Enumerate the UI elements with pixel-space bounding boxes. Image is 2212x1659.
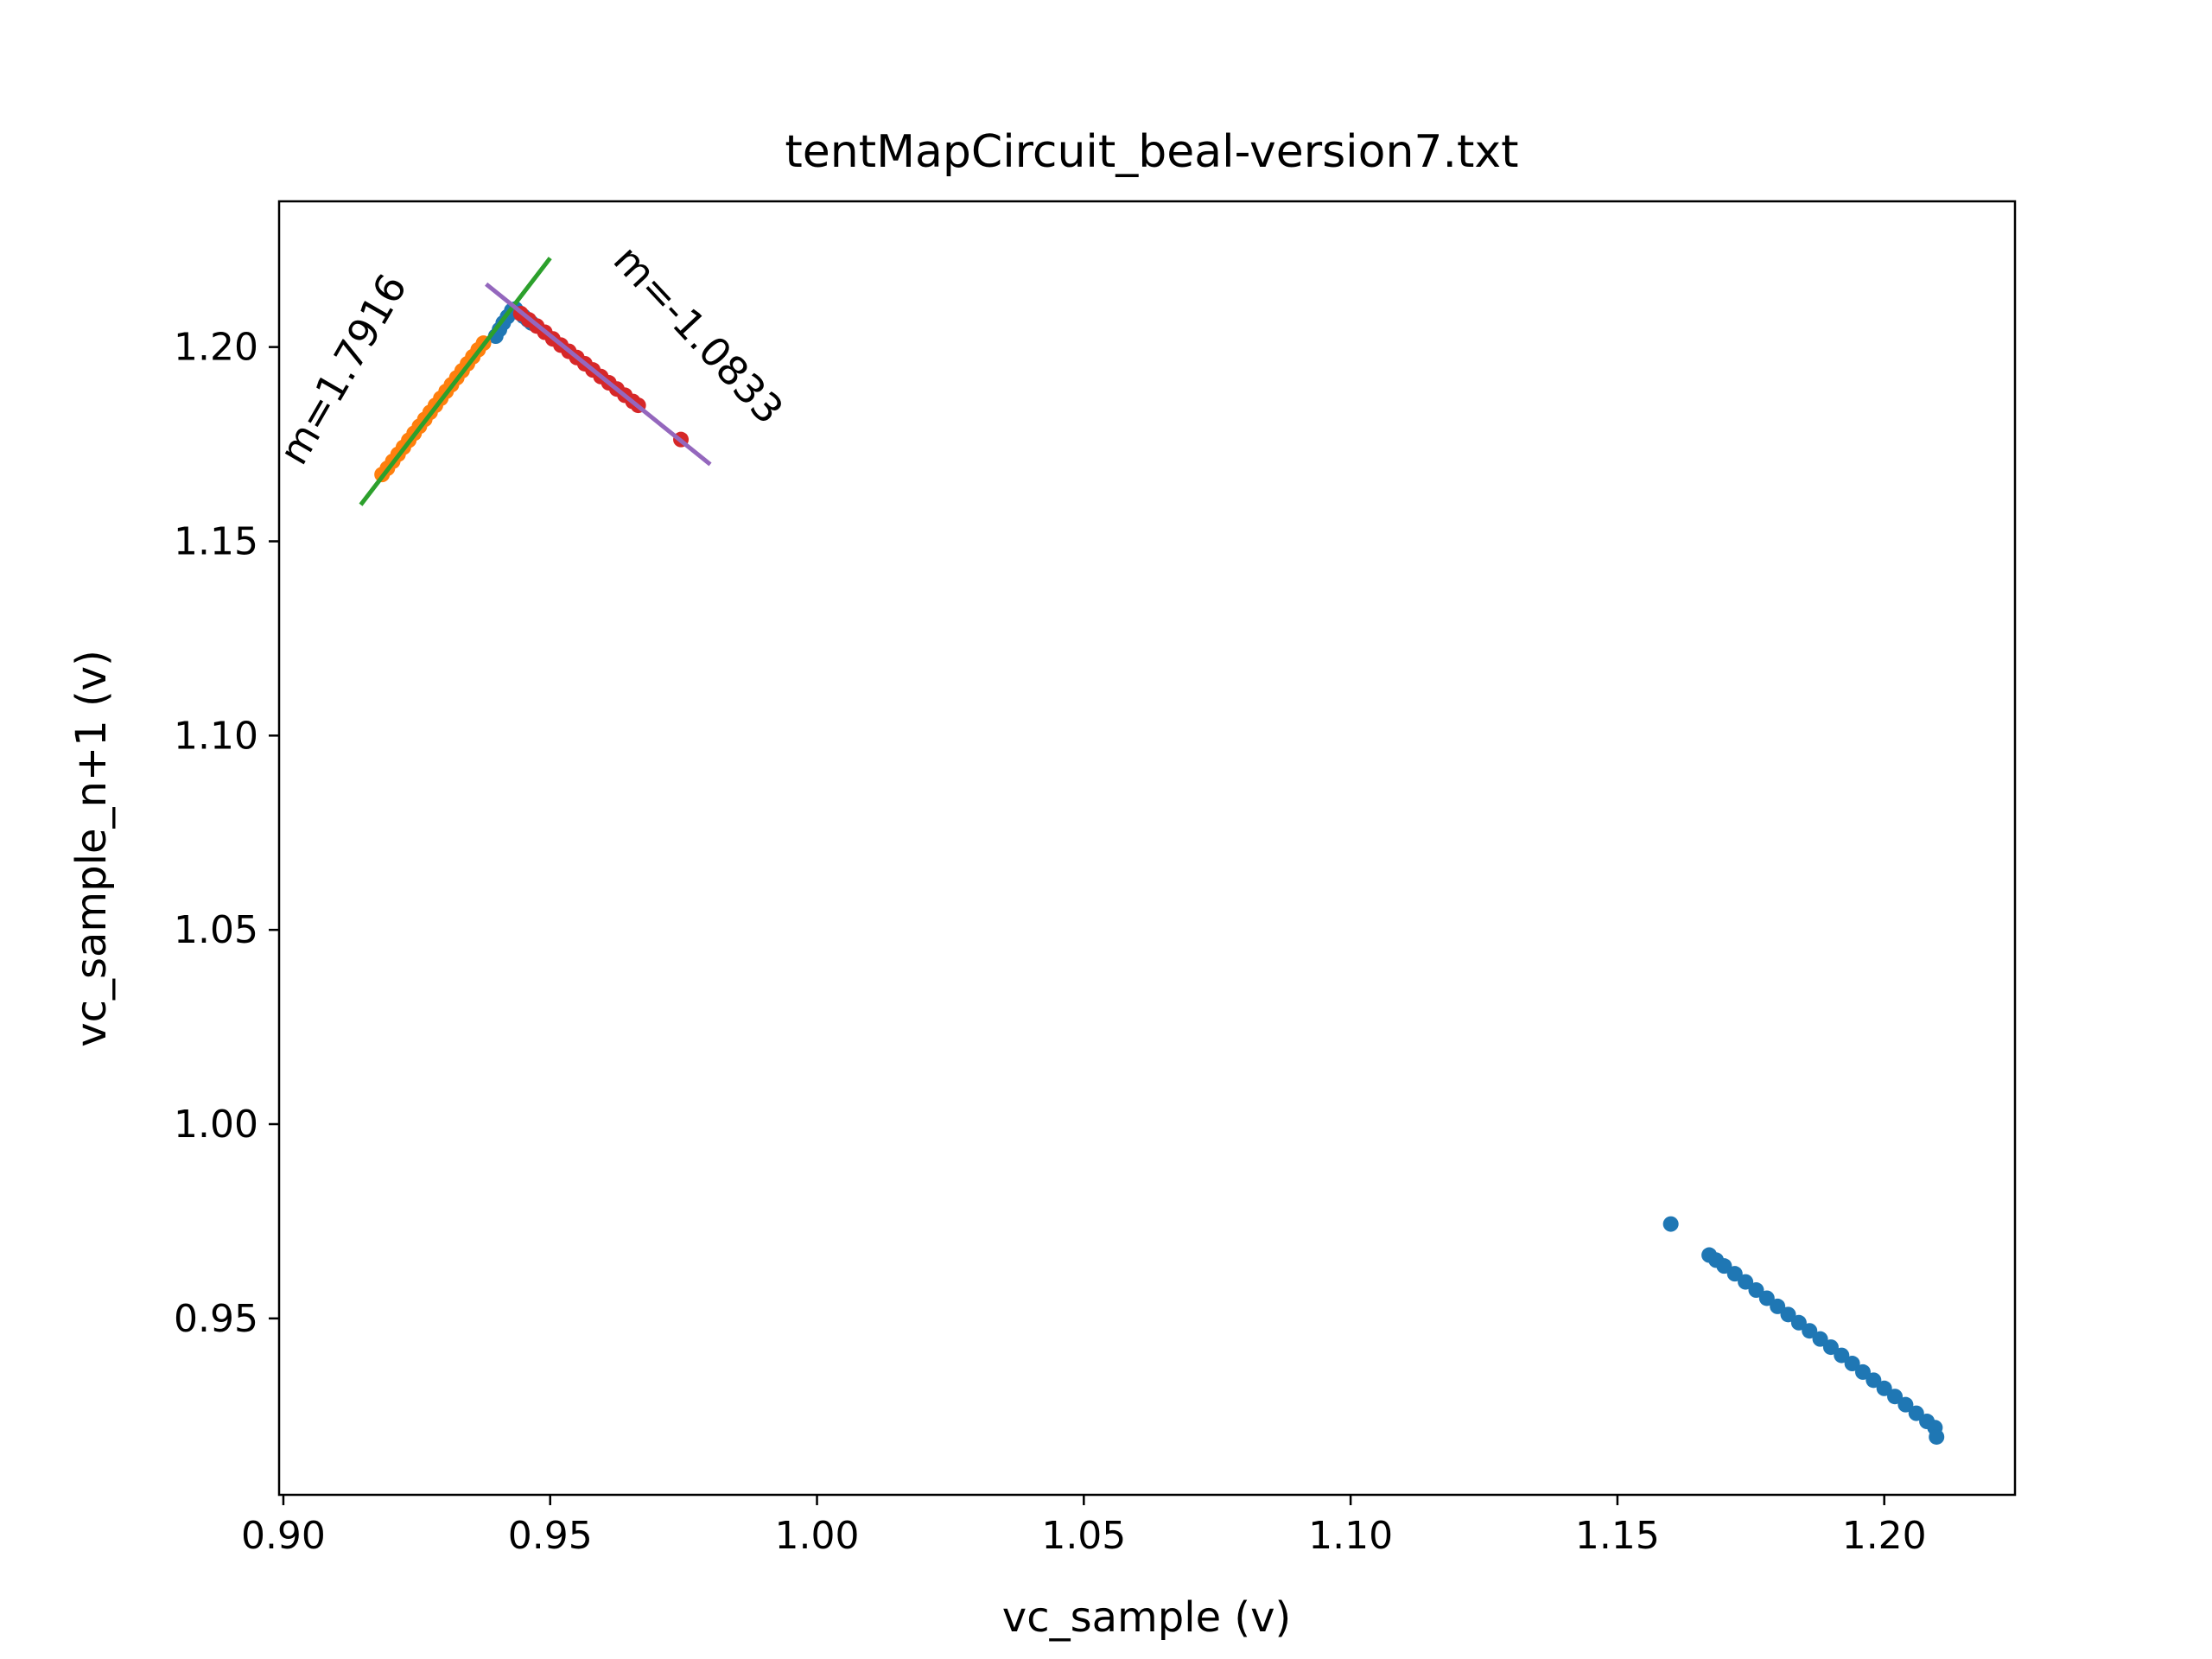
data-point: [1726, 1266, 1743, 1282]
fit-line: [485, 282, 712, 467]
data-point: [1929, 1428, 1945, 1445]
data-point: [1908, 1405, 1924, 1421]
x-tick-label: 1.05: [1041, 1514, 1126, 1558]
y-axis-label: vc_sample_n+1 (v): [67, 650, 116, 1047]
series-2-line: [359, 257, 552, 506]
data-point: [1822, 1339, 1839, 1356]
data-point: [1812, 1331, 1828, 1347]
chart-title: tentMapCircuit_beal-version7.txt: [785, 126, 1518, 178]
x-tick-label: 0.90: [241, 1514, 326, 1558]
data-point: [1770, 1298, 1786, 1314]
data-point: [1790, 1314, 1807, 1331]
plot-area: [359, 257, 1945, 1445]
data-point: [1662, 1216, 1679, 1232]
data-point: [1834, 1347, 1850, 1363]
y-tick-label: 1.20: [174, 326, 258, 370]
x-tick-label: 1.10: [1308, 1514, 1393, 1558]
x-axis-label: vc_sample (v): [1002, 1593, 1291, 1642]
tick-layer: 0.90 0.95 1.00 1.05 1.10 1.15 1.20 0.95 1.00 1.05…: [174, 326, 1927, 1558]
y-tick-label: 0.95: [174, 1297, 258, 1341]
data-point: [1876, 1380, 1892, 1396]
x-tick-label: 1.20: [1842, 1514, 1927, 1558]
data-point: [1897, 1396, 1914, 1413]
y-tick-label: 1.05: [174, 908, 258, 952]
data-point: [1866, 1372, 1882, 1389]
x-tick-label: 1.15: [1575, 1514, 1660, 1558]
data-point: [1748, 1282, 1764, 1299]
fit-line: [359, 257, 552, 506]
x-tick-label: 1.00: [775, 1514, 860, 1558]
y-tick-label: 1.15: [174, 519, 258, 563]
data-point: [1854, 1363, 1871, 1380]
data-point: [1802, 1323, 1818, 1339]
data-point: [1738, 1274, 1754, 1290]
data-point: [1758, 1290, 1775, 1306]
data-point: [1887, 1389, 1904, 1405]
data-point: [1780, 1306, 1796, 1323]
axes-frame: [277, 200, 2017, 1497]
data-point: [1844, 1356, 1860, 1372]
y-tick-label: 1.10: [174, 714, 258, 758]
y-tick-label: 1.00: [174, 1103, 258, 1147]
series-4-line: [485, 282, 712, 467]
x-tick-label: 0.95: [508, 1514, 593, 1558]
data-point: [1716, 1258, 1732, 1274]
